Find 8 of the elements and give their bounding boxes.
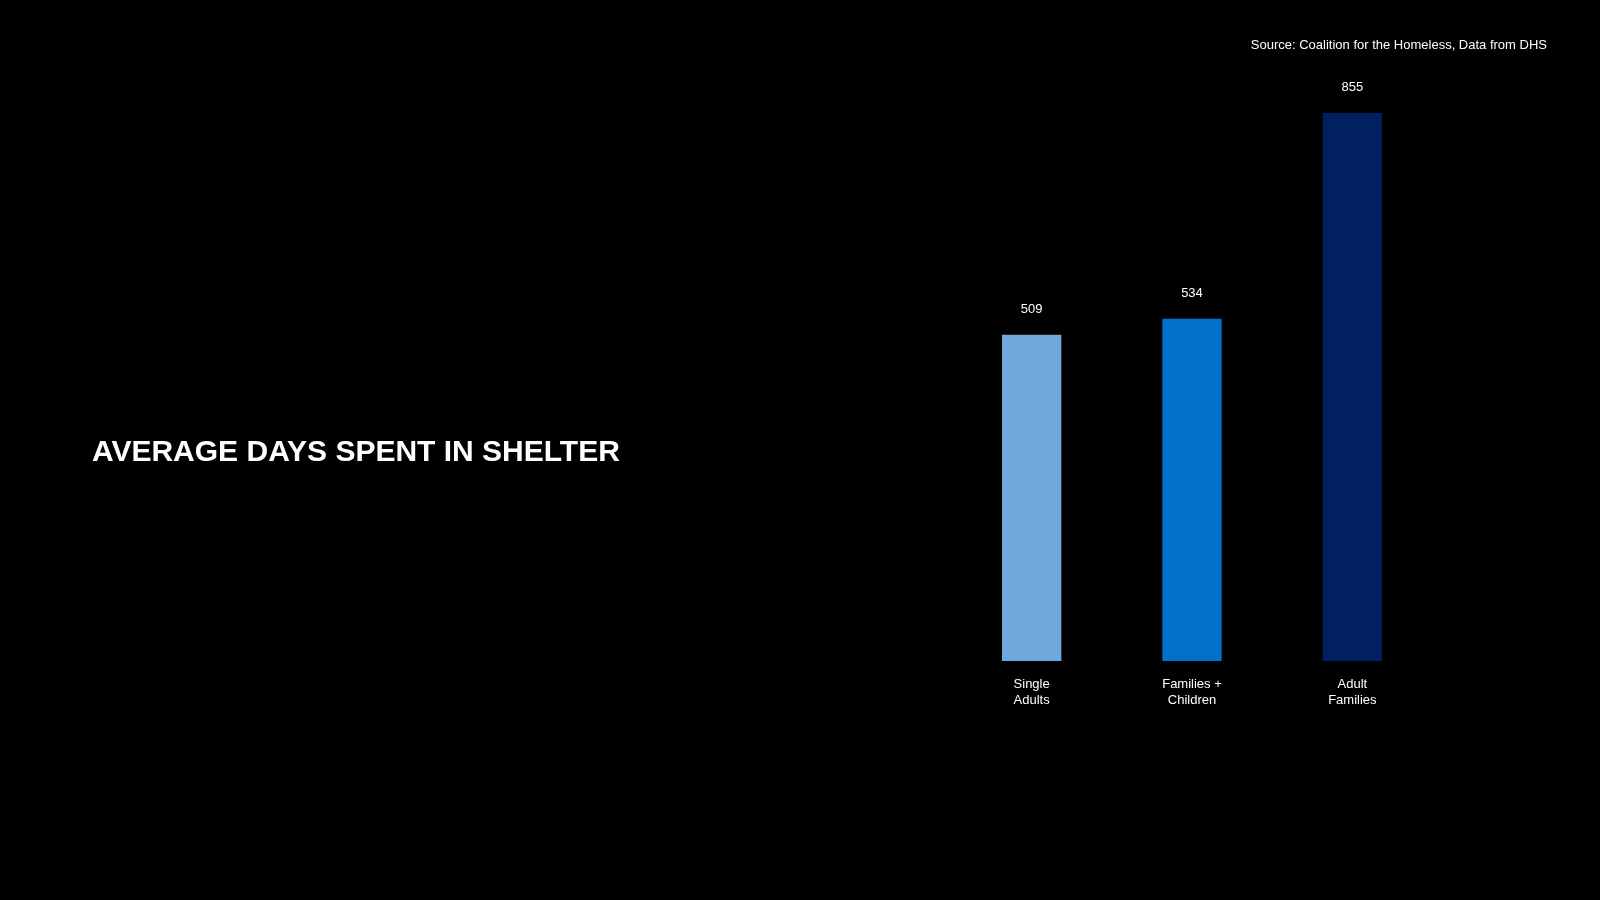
source-note: Source: Coalition for the Homeless, Data from DHS — [1250, 37, 1548, 52]
data-label: 855 — [1341, 79, 1364, 94]
x-tick-label: Families + Children — [1162, 676, 1222, 707]
data-label: 534 — [1181, 284, 1203, 300]
data-label: 509 — [1020, 300, 1043, 316]
x-tick-label: Adult Families — [1328, 676, 1378, 707]
x-tick-label: Single Adults — [1013, 676, 1051, 707]
text: AVERAGE DAYS SPENT IN SHELTER — [92, 434, 621, 467]
